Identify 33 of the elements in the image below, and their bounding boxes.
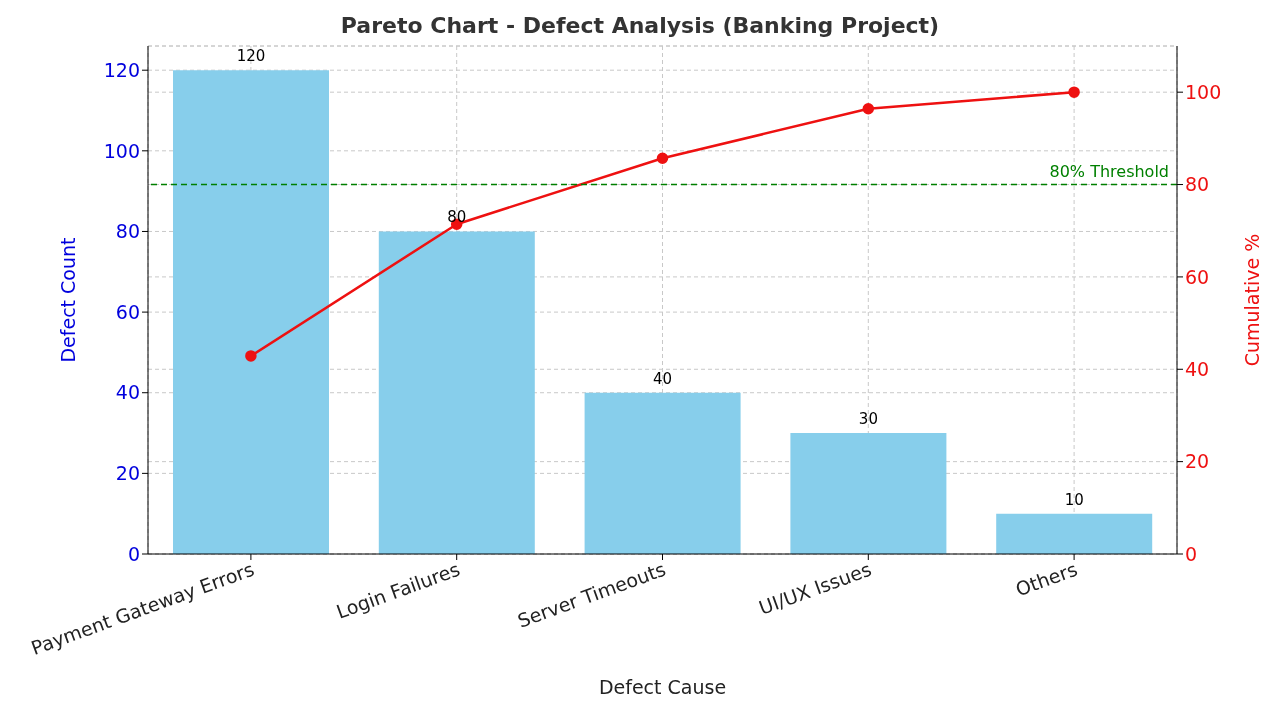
data-label: 40	[653, 369, 673, 388]
y-tick-label: 20	[115, 462, 140, 485]
y2-axis-title: Cumulative %	[1240, 233, 1263, 367]
y-tick-label: 120	[103, 58, 140, 81]
data-label: 30	[858, 410, 878, 429]
bar	[996, 513, 1153, 554]
y2-tick-label: 0	[1185, 542, 1198, 565]
bar	[378, 231, 535, 554]
y2-tick-label: 80	[1185, 173, 1210, 196]
y-tick-label: 60	[115, 300, 140, 323]
x-tick-label: UI/UX Issues	[755, 557, 875, 619]
y2-tick-label: 20	[1185, 450, 1210, 473]
y-tick-label: 0	[127, 542, 140, 565]
y2-tick-label: 100	[1185, 80, 1222, 103]
x-tick-label: Others	[1012, 557, 1081, 601]
y-tick-label: 80	[115, 220, 140, 243]
bar	[584, 392, 741, 554]
point	[656, 152, 669, 164]
y2-tick-label: 40	[1185, 358, 1210, 381]
bar	[173, 70, 329, 554]
data-label: 10	[1064, 490, 1084, 509]
data-label: 120	[236, 47, 266, 66]
point	[245, 350, 257, 362]
point	[862, 103, 875, 115]
point	[1068, 86, 1080, 98]
x-axis-title: Defect Cause	[598, 676, 727, 698]
bar	[790, 433, 947, 554]
ref-line-label: 80% Threshold	[1049, 161, 1169, 181]
chart-title: Pareto Chart - Defect Analysis (Banking Project)	[339, 12, 941, 40]
y-axis-title: Defect Count	[56, 237, 79, 363]
y2-tick-label: 60	[1185, 265, 1210, 288]
y-tick-label: 40	[115, 381, 140, 404]
y-tick-label: 100	[103, 139, 140, 162]
